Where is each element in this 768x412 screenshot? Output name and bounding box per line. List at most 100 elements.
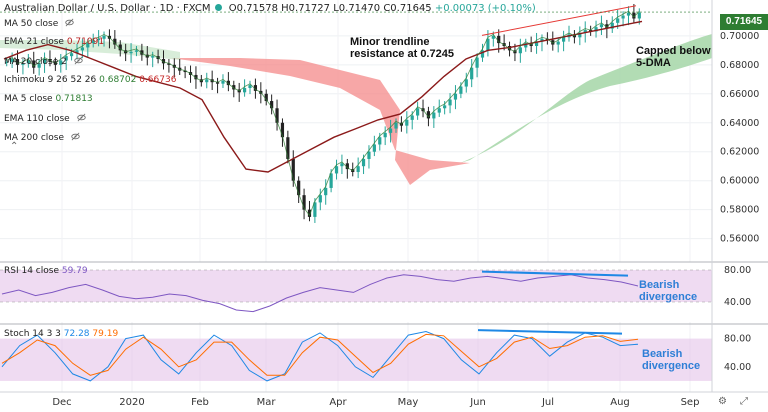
candle-body (75, 50, 79, 54)
stoch-k-line (1, 330, 639, 382)
candle-body (270, 101, 274, 109)
candle-body (524, 43, 528, 48)
candle-body (64, 56, 68, 61)
candle-body (21, 63, 25, 65)
legend-row[interactable]: EMA 21 close 0.71091 (4, 37, 104, 47)
rsi-tick-label: 40.00 (724, 297, 751, 308)
x-tick-label: Feb (191, 397, 209, 408)
legend-label: MA 200 close (4, 133, 65, 143)
legend-row[interactable]: Ichimoku 9 26 52 26 0.68702 0.66736 (4, 75, 176, 85)
x-tick-label: May (398, 397, 419, 408)
legend-label: Ichimoku 9 26 52 26 (4, 75, 97, 85)
candle-body (632, 12, 636, 19)
x-tick-label: Jul (541, 397, 554, 408)
x-tick-label: Dec (52, 397, 71, 408)
candle-body (453, 93, 458, 100)
candle-body (443, 105, 447, 109)
candle-body (464, 79, 468, 87)
legend-row[interactable]: MA 50 close (4, 18, 74, 29)
rsi-legend-value: 59.79 (61, 266, 88, 276)
legend-label: MA 20 close 2 (4, 57, 67, 67)
collapse-legend-icon[interactable]: ⌃ (10, 141, 19, 152)
candle-body (372, 144, 376, 152)
candle-body (637, 12, 641, 19)
stoch-d-line (1, 333, 639, 376)
stoch-legend-k: 72.28 (63, 329, 90, 339)
candle-body (102, 35, 106, 39)
candle-body (562, 37, 566, 42)
y-tick-label: 0.66000 (720, 89, 759, 100)
candle-body (42, 59, 47, 64)
legend-row[interactable]: MA 5 close 0.71813 (4, 94, 93, 104)
ma5-line (6, 10, 640, 217)
candle-body (378, 137, 382, 145)
x-tick-label: Jun (469, 397, 486, 408)
candle-body (491, 35, 495, 39)
candle-body (91, 40, 95, 44)
candle-body (361, 158, 366, 167)
y-tick-label: 0.56000 (720, 234, 759, 245)
settings-gear-icon[interactable]: ⚙ (718, 396, 727, 407)
stoch-legend-d: 79.19 (92, 329, 119, 339)
candle-body (221, 80, 225, 84)
candle-body (15, 59, 20, 65)
candle-body (37, 63, 41, 68)
candle-body (345, 163, 349, 170)
chart-header: Australian Dollar / U.S. Dollar · 1D · F… (4, 3, 536, 14)
candle-body (248, 85, 252, 88)
candle-body (226, 80, 230, 86)
rsi-divergence-line (481, 270, 629, 277)
ohlc-open: O0.71578 (228, 3, 278, 14)
ohlc-low: L0.71470 (333, 3, 381, 14)
candle-body (534, 41, 539, 46)
candle-body (432, 112, 436, 119)
candle-body (167, 63, 171, 65)
y-tick-label: 0.60000 (720, 176, 759, 187)
stoch-band (0, 338, 712, 381)
candle-body (243, 88, 247, 93)
candle-body (470, 67, 474, 80)
hidden-eye-icon (76, 113, 86, 122)
candle-body (280, 122, 285, 138)
stoch-legend: Stoch 14 3 3 72.28 79.19 (4, 329, 118, 339)
candle-body (383, 132, 387, 138)
candle-body (10, 59, 14, 62)
candle-body (610, 22, 614, 29)
stoch-tick-label: 80.00 (724, 334, 751, 345)
candle-body (80, 47, 84, 51)
candle-body (161, 59, 166, 64)
candle-body (459, 86, 463, 94)
hidden-eye-icon (74, 56, 83, 65)
candle-body (275, 108, 279, 123)
legend-row[interactable]: MA 200 close (4, 132, 80, 143)
rsi-line (1, 274, 639, 313)
candle-body (307, 209, 312, 217)
legend-row[interactable]: EMA 110 close (4, 113, 86, 124)
candle-body (118, 44, 122, 51)
hidden-eye-icon (71, 132, 80, 141)
stoch-legend-label: Stoch 14 3 3 (4, 329, 61, 339)
candle-body (334, 166, 339, 174)
x-tick-label: 2020 (119, 397, 144, 408)
hidden-eye-icon (65, 18, 74, 27)
annotation-rsi-divergence: Bearish divergence (639, 279, 698, 303)
candle-body (264, 93, 268, 102)
candle-body (232, 85, 236, 90)
legend-row[interactable]: MA 20 close 2 (4, 56, 83, 67)
candle-body (621, 15, 625, 19)
last-price-tag: 0.71645 (720, 14, 768, 30)
price-change: +0.00073 (+0.10%) (434, 3, 536, 14)
candle-body (599, 24, 604, 28)
candle-body (297, 180, 301, 196)
candle-body (313, 202, 317, 217)
candle-body (475, 57, 479, 68)
candle-body (151, 56, 155, 58)
stoch-tick-label: 40.00 (724, 362, 751, 373)
candle-body (626, 12, 631, 16)
candle-body (134, 50, 139, 52)
y-tick-label: 0.58000 (720, 205, 759, 216)
ohlc-high: H0.71727 (281, 3, 331, 14)
candle-body (556, 41, 560, 45)
auto-scale-toggle[interactable]: ⤢ (740, 396, 748, 407)
candle-body (318, 195, 322, 203)
